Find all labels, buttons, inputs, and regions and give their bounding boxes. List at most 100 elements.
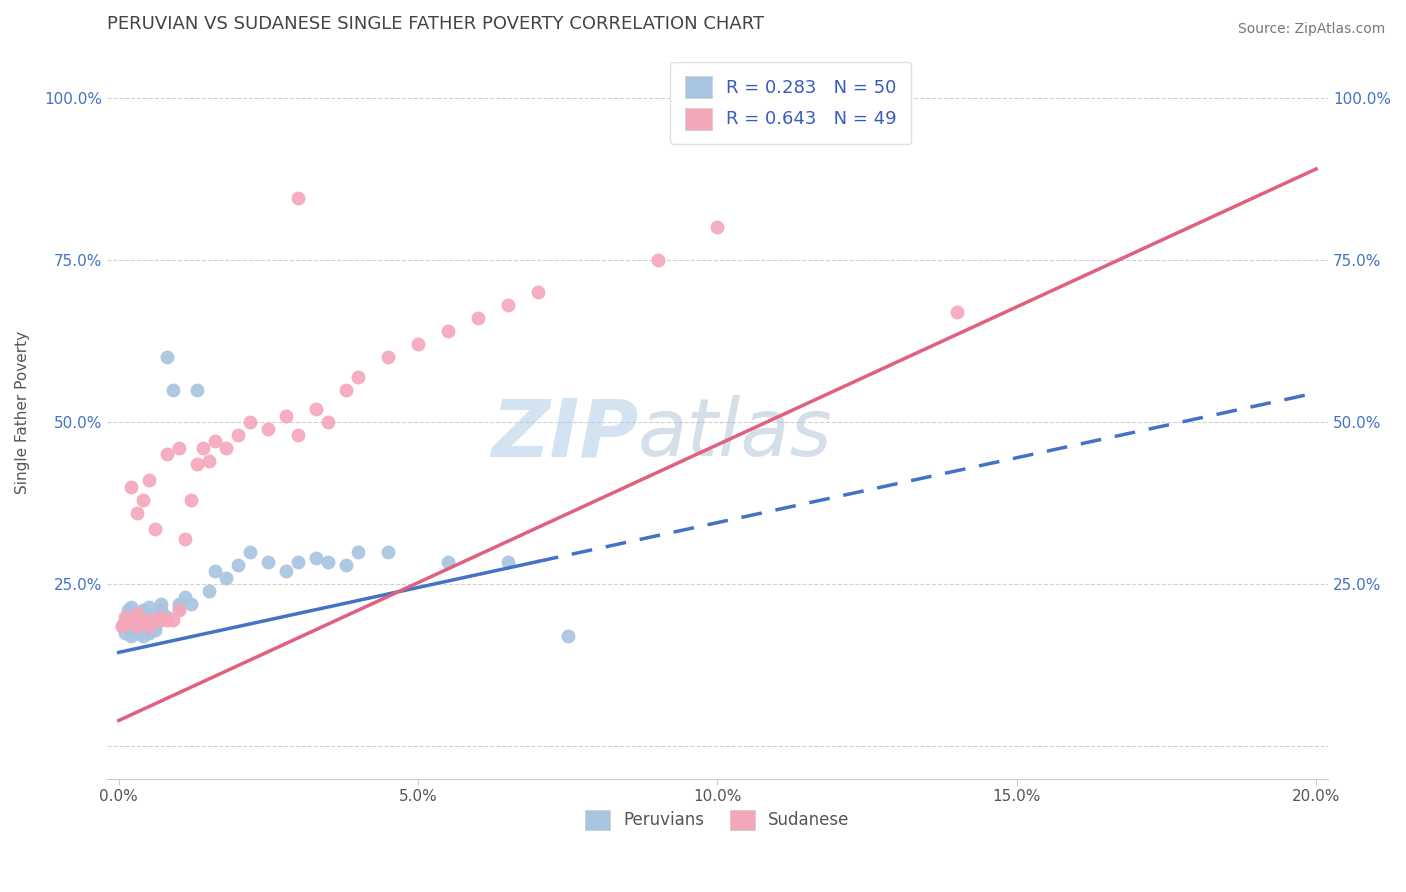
- Point: [437, 324, 460, 338]
- Point: [197, 454, 219, 468]
- Point: [143, 623, 166, 637]
- Point: [437, 555, 460, 569]
- Point: [131, 616, 153, 631]
- Point: [496, 298, 519, 312]
- Point: [143, 522, 166, 536]
- Point: [120, 629, 142, 643]
- Point: [156, 613, 179, 627]
- Point: [138, 599, 160, 614]
- Point: [131, 613, 153, 627]
- Point: [156, 447, 179, 461]
- Point: [197, 583, 219, 598]
- Point: [276, 564, 298, 578]
- Point: [120, 609, 142, 624]
- Point: [114, 613, 136, 627]
- Point: [156, 350, 179, 364]
- Point: [946, 304, 969, 318]
- Text: PERUVIAN VS SUDANESE SINGLE FATHER POVERTY CORRELATION CHART: PERUVIAN VS SUDANESE SINGLE FATHER POVER…: [107, 15, 763, 33]
- Point: [186, 457, 208, 471]
- Point: [706, 220, 728, 235]
- Point: [125, 626, 148, 640]
- Point: [215, 571, 238, 585]
- Point: [257, 421, 280, 435]
- Point: [167, 599, 190, 614]
- Point: [138, 613, 160, 627]
- Point: [257, 555, 280, 569]
- Point: [138, 616, 160, 631]
- Legend: Peruvians, Sudanese: Peruvians, Sudanese: [579, 803, 856, 837]
- Point: [467, 311, 489, 326]
- Point: [138, 626, 160, 640]
- Point: [125, 607, 148, 621]
- Point: [125, 613, 148, 627]
- Point: [114, 626, 136, 640]
- Point: [204, 434, 226, 449]
- Text: ZIP: ZIP: [491, 395, 638, 474]
- Point: [347, 545, 370, 559]
- Text: Source: ZipAtlas.com: Source: ZipAtlas.com: [1237, 22, 1385, 37]
- Point: [125, 609, 148, 624]
- Point: [125, 619, 148, 633]
- Point: [173, 591, 195, 605]
- Point: [167, 597, 190, 611]
- Point: [228, 558, 250, 572]
- Point: [204, 564, 226, 578]
- Point: [557, 629, 579, 643]
- Point: [377, 545, 399, 559]
- Point: [156, 609, 179, 624]
- Point: [149, 613, 172, 627]
- Point: [287, 555, 309, 569]
- Point: [149, 603, 172, 617]
- Point: [496, 555, 519, 569]
- Point: [143, 609, 166, 624]
- Point: [131, 619, 153, 633]
- Point: [117, 616, 139, 631]
- Point: [167, 441, 190, 455]
- Point: [180, 597, 202, 611]
- Point: [125, 506, 148, 520]
- Point: [162, 613, 184, 627]
- Point: [186, 383, 208, 397]
- Point: [406, 337, 429, 351]
- Point: [120, 613, 142, 627]
- Point: [305, 551, 328, 566]
- Point: [114, 609, 136, 624]
- Point: [162, 383, 184, 397]
- Point: [305, 402, 328, 417]
- Point: [239, 545, 262, 559]
- Point: [111, 619, 134, 633]
- Point: [131, 613, 153, 627]
- Point: [167, 603, 190, 617]
- Point: [120, 623, 142, 637]
- Point: [316, 555, 339, 569]
- Point: [347, 369, 370, 384]
- Point: [228, 428, 250, 442]
- Point: [377, 350, 399, 364]
- Point: [647, 252, 669, 267]
- Point: [143, 613, 166, 627]
- Point: [149, 597, 172, 611]
- Point: [120, 599, 142, 614]
- Y-axis label: Single Father Poverty: Single Father Poverty: [15, 331, 30, 494]
- Text: atlas: atlas: [638, 395, 832, 474]
- Point: [111, 619, 134, 633]
- Point: [180, 492, 202, 507]
- Point: [131, 629, 153, 643]
- Point: [215, 441, 238, 455]
- Point: [120, 480, 142, 494]
- Point: [316, 415, 339, 429]
- Point: [173, 532, 195, 546]
- Point: [149, 609, 172, 624]
- Point: [138, 623, 160, 637]
- Point: [239, 415, 262, 429]
- Point: [287, 191, 309, 205]
- Point: [191, 441, 214, 455]
- Point: [287, 428, 309, 442]
- Point: [131, 492, 153, 507]
- Point: [138, 619, 160, 633]
- Point: [117, 616, 139, 631]
- Point: [125, 623, 148, 637]
- Point: [117, 603, 139, 617]
- Point: [131, 603, 153, 617]
- Point: [143, 619, 166, 633]
